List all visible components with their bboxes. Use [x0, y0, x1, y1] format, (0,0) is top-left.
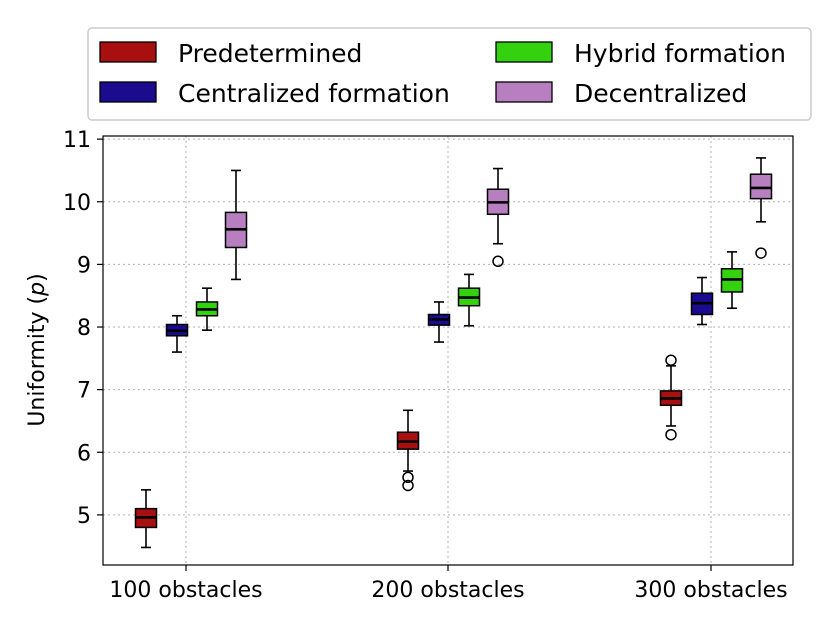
box-predetermined [659, 354, 683, 441]
box-decentralized [486, 167, 510, 268]
legend-label: Decentralized [574, 79, 747, 108]
box-hybrid-formation [195, 287, 219, 331]
y-tick-label: 10 [63, 191, 91, 216]
x-tick-label: 100 obstacles [109, 578, 262, 603]
legend-entry: Hybrid formation [495, 39, 786, 68]
outlier-point [492, 255, 504, 268]
y-tick-label: 11 [63, 128, 91, 153]
legend-swatch [99, 41, 157, 63]
y-tick-label: 5 [77, 504, 91, 529]
x-tick-label: 300 obstacles [634, 578, 787, 603]
y-tick-label: 7 [77, 379, 91, 404]
box-predetermined [396, 409, 420, 492]
box-decentralized [224, 169, 248, 281]
y-axis-ticks: 5 6 7 8 9 10 11 [63, 128, 103, 529]
legend-label: Predetermined [178, 39, 362, 68]
outlier-point [402, 479, 414, 492]
box-groups [134, 157, 773, 549]
legend: Predetermined Centralized formation Hybrid… [87, 27, 812, 121]
legend-entry: Decentralized [495, 79, 747, 108]
x-axis-ticks: 100 obstacles 200 obstacles 300 obstacles [109, 565, 788, 603]
box-decentralized [749, 157, 773, 259]
box-centralized-formation [165, 314, 189, 353]
y-tick-label: 6 [77, 441, 91, 466]
outlier-point [402, 471, 414, 484]
x-tick-label: 200 obstacles [371, 578, 524, 603]
box-centralized-formation [427, 301, 451, 343]
legend-entry: Predetermined [99, 39, 362, 68]
box-centralized-formation [690, 276, 714, 326]
box-iqr [749, 173, 773, 200]
legend-label: Hybrid formation [574, 39, 786, 68]
y-tick-label: 8 [77, 316, 91, 341]
outlier-point [665, 354, 677, 366]
outlier-point [665, 428, 677, 441]
legend-label: Centralized formation [178, 79, 450, 108]
outlier-point [755, 247, 767, 259]
box-hybrid-formation [457, 273, 481, 327]
legend-swatch [99, 81, 157, 103]
box-predetermined [134, 489, 158, 549]
legend-entry: Centralized formation [99, 79, 450, 108]
legend-swatch [495, 41, 553, 63]
legend-frame [87, 27, 812, 121]
box-hybrid-formation [720, 251, 744, 310]
y-axis-label: Uniformity (p) [25, 273, 50, 426]
plot-area-frame [102, 135, 794, 566]
y-tick-label: 9 [77, 253, 91, 278]
gridlines [103, 136, 793, 565]
legend-swatch [495, 81, 553, 103]
